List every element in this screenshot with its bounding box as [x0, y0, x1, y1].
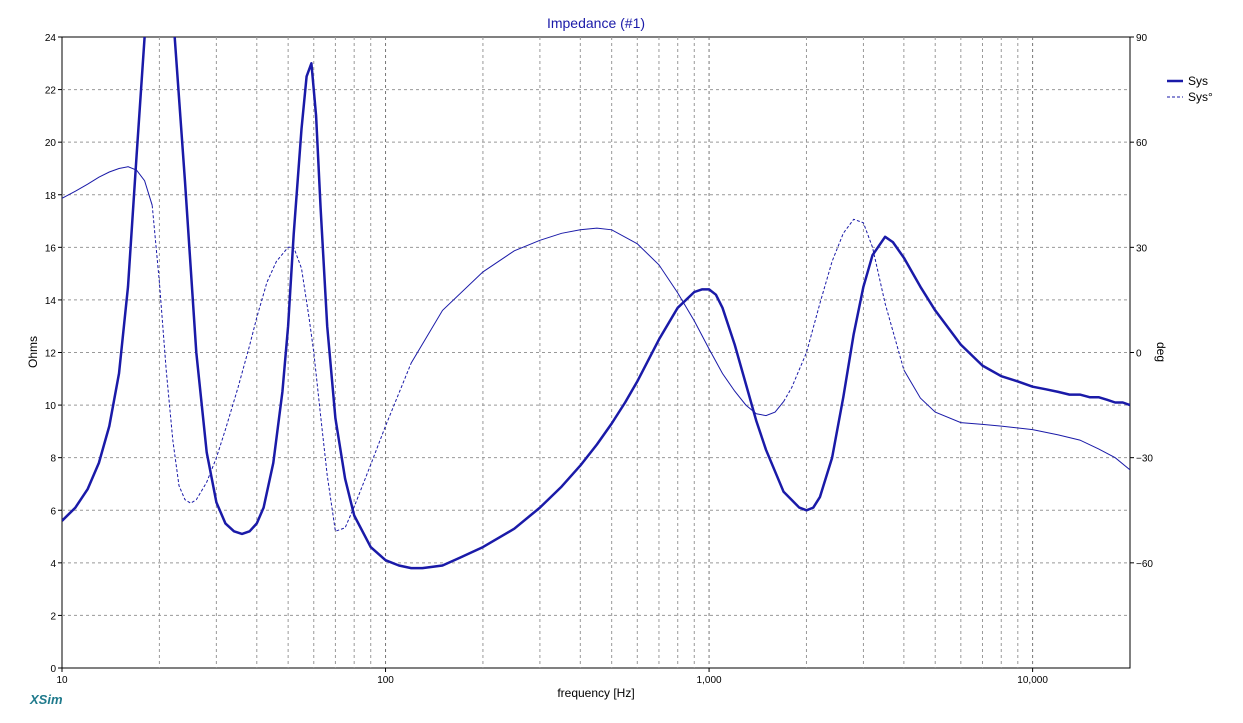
series-line-sys-phase	[903, 369, 1130, 471]
series-line-sys-phase	[410, 227, 784, 417]
y-tick-label: 20	[45, 138, 57, 149]
x-tick-label: 1,000	[697, 675, 722, 686]
y2-tick-label: 0	[1136, 349, 1142, 360]
y-tick-label: 2	[50, 611, 56, 622]
y-tick-label: 14	[45, 296, 57, 307]
y2-tick-label: 90	[1136, 33, 1148, 44]
y2-tick-label: 60	[1136, 138, 1148, 149]
x-tick-label: 100	[377, 675, 394, 686]
y2-axis-title: deg	[1154, 342, 1168, 362]
series-lines	[62, 37, 1130, 570]
y-axis-title: Ohms	[26, 336, 40, 368]
y-tick-label: 12	[45, 349, 57, 360]
legend-label-sys-phase: Sys°	[1188, 90, 1213, 104]
y-tick-label: 24	[45, 33, 57, 44]
series-line-sys-phase	[62, 166, 153, 206]
plot-area	[61, 36, 1131, 669]
y2-tick-label: 30	[1136, 243, 1148, 254]
y-tick-label: 10	[45, 401, 57, 412]
y2-tick-label: −30	[1136, 454, 1153, 465]
y2-tick-label: −60	[1136, 559, 1153, 570]
y-tick-label: 8	[50, 454, 56, 465]
y-tick-label: 4	[50, 559, 56, 570]
legend: Sys Sys°	[1167, 74, 1213, 104]
x-tick-label: 10	[56, 675, 68, 686]
x-axis-title: frequency [Hz]	[557, 686, 634, 700]
xsim-logo: XSim	[29, 692, 63, 707]
y-tick-label: 0	[50, 664, 56, 675]
series-line-sys	[62, 37, 1130, 570]
y-tick-label: 16	[45, 243, 57, 254]
y-tick-label: 22	[45, 86, 57, 97]
y-tick-label: 18	[45, 191, 57, 202]
y-tick-label: 6	[50, 506, 56, 517]
series-line-sys-phase	[783, 218, 905, 402]
legend-label-sys: Sys	[1188, 74, 1208, 88]
series-line-sys-phase	[151, 205, 412, 532]
x-tick-label: 10,000	[1017, 675, 1048, 686]
grid-lines	[62, 37, 1130, 668]
chart-title: Impedance (#1)	[547, 15, 645, 31]
